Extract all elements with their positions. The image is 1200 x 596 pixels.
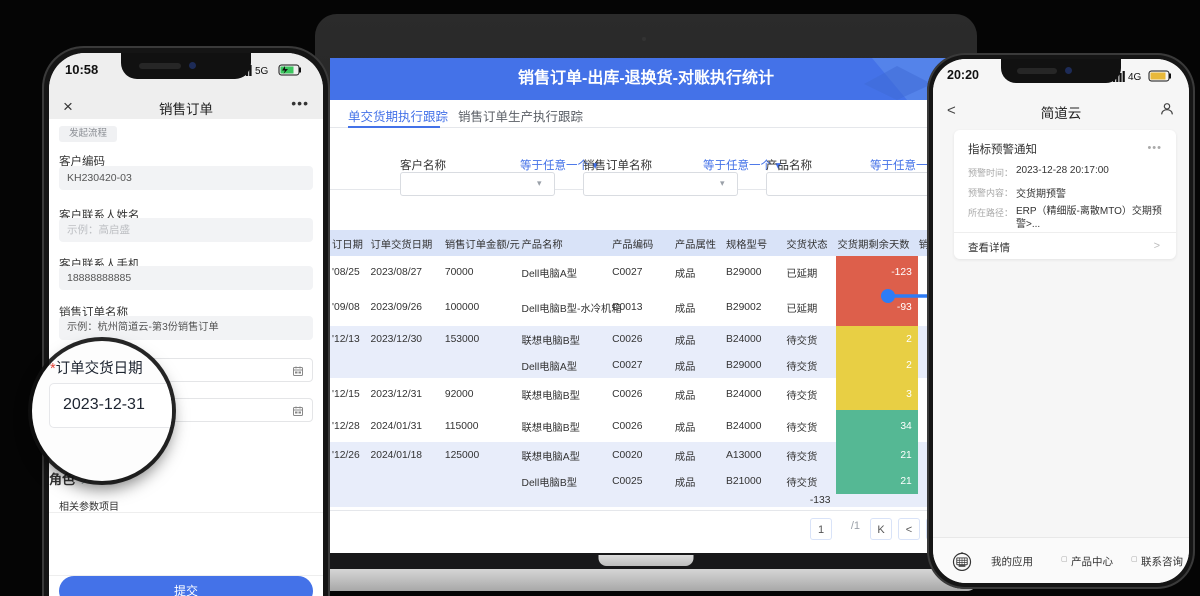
svg-text:4G: 4G [1128, 72, 1142, 82]
svg-text:5G: 5G [255, 66, 269, 76]
